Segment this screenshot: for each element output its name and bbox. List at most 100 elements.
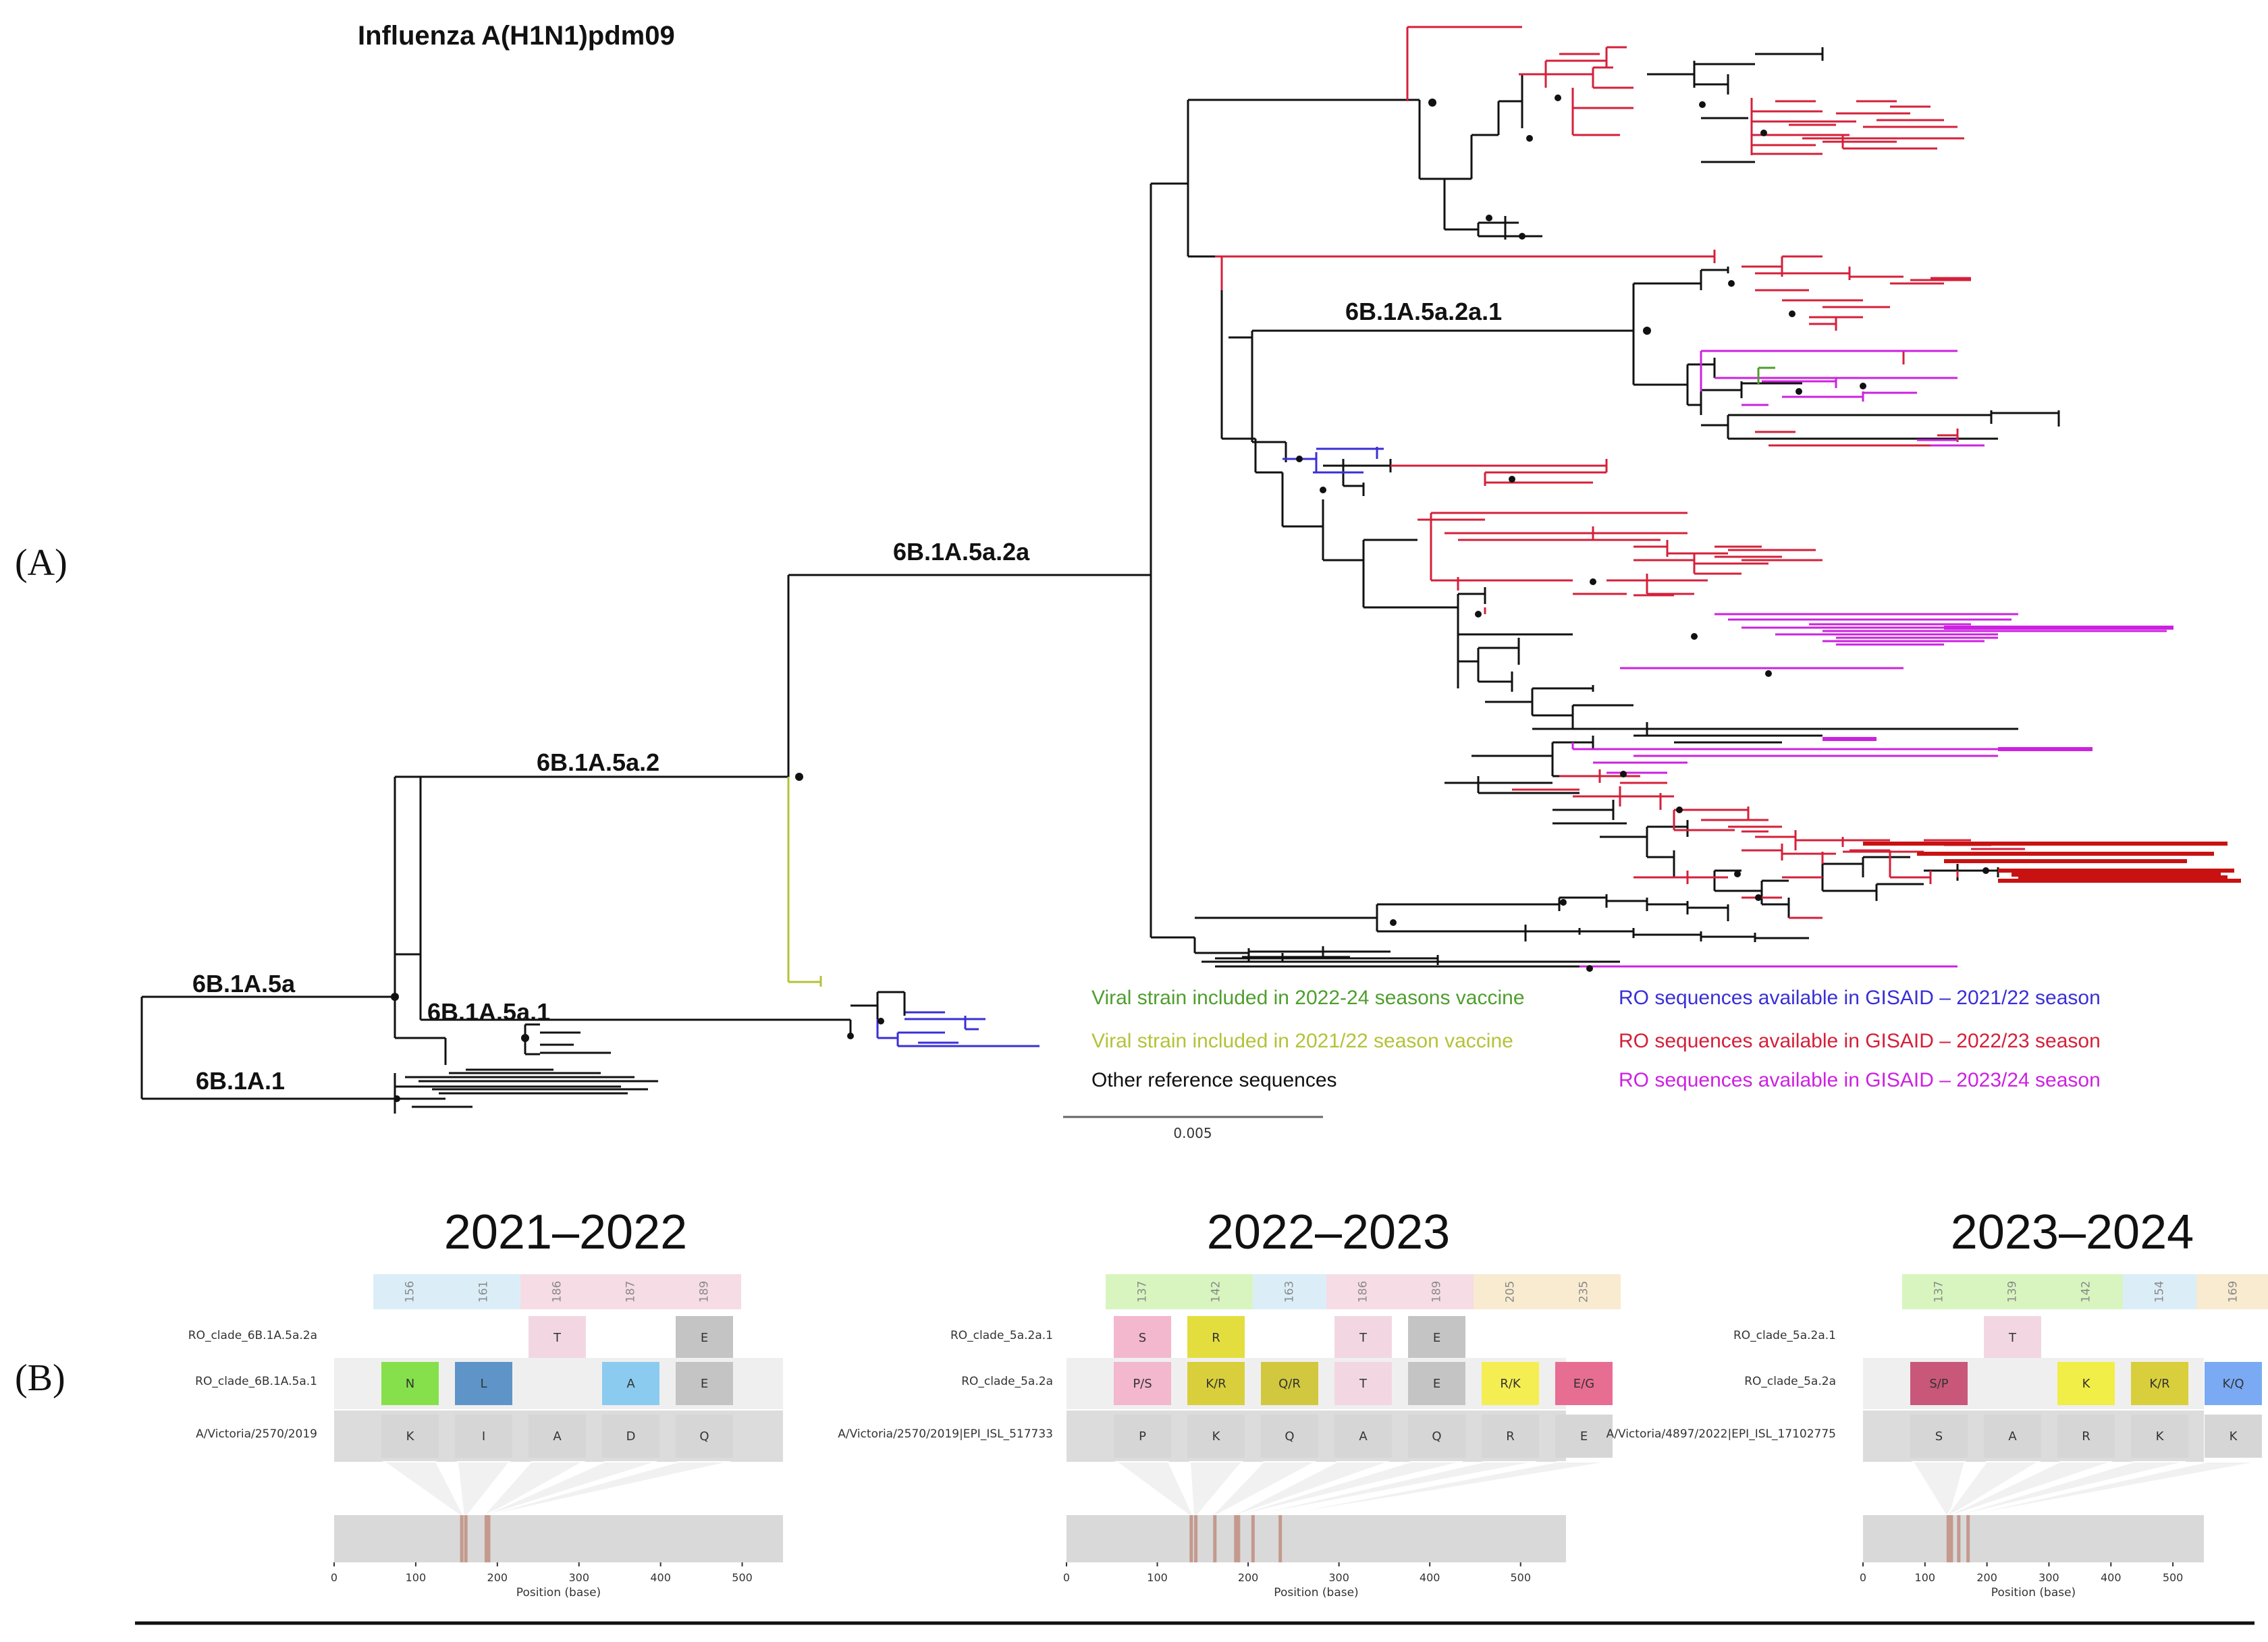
residue-cell bbox=[1408, 1362, 1465, 1405]
panel-title: 2022–2023 bbox=[1207, 1205, 1450, 1259]
residue-label: K/R bbox=[1206, 1377, 1226, 1391]
row-label: RO_clade_5a.2a.1 bbox=[1733, 1329, 1836, 1342]
residue-cell bbox=[676, 1316, 733, 1359]
axis-tick-label: 500 bbox=[1510, 1571, 1531, 1584]
axis-tick-label: 500 bbox=[732, 1571, 753, 1584]
residue-cell bbox=[2057, 1415, 2115, 1458]
position-header: 156 bbox=[404, 1281, 417, 1303]
legend-ro-2022-23: RO sequences available in GISAID – 2022/… bbox=[1619, 1030, 2101, 1052]
clade-label-6b1a5a2a: 6B.1A.5a.2a bbox=[893, 538, 1030, 566]
clade-label-6b1a5a: 6B.1A.5a bbox=[192, 970, 296, 997]
residue-cell bbox=[2205, 1415, 2262, 1458]
legend-vaccine-2021-22: Viral strain included in 2021/22 season … bbox=[1091, 1030, 1513, 1052]
panel-root: 2021–2022 156 161 186 187 189 RO_clade_6B.1A.5… bbox=[188, 1205, 2268, 1599]
residue-cell bbox=[455, 1415, 512, 1458]
row-label: A/Victoria/2570/2019|EPI_ISL_517733 bbox=[838, 1427, 1053, 1441]
residue-cell bbox=[1555, 1415, 1613, 1458]
residue-cell bbox=[1334, 1362, 1392, 1405]
axis-tick-label: 0 bbox=[331, 1571, 338, 1584]
axis-tick-label: 0 bbox=[1860, 1571, 1866, 1584]
site-connector bbox=[381, 1461, 465, 1516]
residue-label: K bbox=[2156, 1429, 2165, 1444]
residue-label: Q bbox=[1432, 1429, 1441, 1444]
axis-label: Position (base) bbox=[516, 1586, 601, 1599]
axis-tick-label: 100 bbox=[406, 1571, 427, 1584]
axis-tick-label: 500 bbox=[2163, 1571, 2184, 1584]
position-header-bg bbox=[1179, 1274, 1253, 1309]
position-header-bg bbox=[668, 1274, 741, 1309]
residue-label: K bbox=[1212, 1429, 1221, 1444]
site-mark bbox=[464, 1515, 468, 1562]
residue-label: S bbox=[1139, 1331, 1146, 1345]
position-header: 137 bbox=[1933, 1281, 1946, 1303]
genome-band bbox=[1863, 1515, 2204, 1562]
position-header-bg bbox=[1547, 1274, 1621, 1309]
residue-cell bbox=[381, 1415, 439, 1458]
residue-cell bbox=[1261, 1362, 1318, 1405]
site-mark bbox=[1947, 1515, 1951, 1562]
ro-2023-24-tips-thick bbox=[1823, 626, 2174, 751]
residue-cell bbox=[1482, 1415, 1539, 1458]
axis-tick-label: 300 bbox=[2039, 1571, 2059, 1584]
residue-label: K/R bbox=[2149, 1377, 2169, 1391]
residue-label: E bbox=[1433, 1331, 1440, 1345]
mutation-panels: (B) 2021–2022 156 161 186 187 189 RO_clade_6B.… bbox=[15, 1205, 2268, 1625]
residue-label: P bbox=[1139, 1429, 1146, 1444]
position-header: 169 bbox=[2227, 1281, 2240, 1303]
residue-label: K bbox=[406, 1429, 415, 1444]
panel-label-b: (B) bbox=[15, 1357, 65, 1399]
clade-label-6b1a5a2a1: 6B.1A.5a.2a.1 bbox=[1345, 298, 1502, 325]
vaccine-2021-22-branch bbox=[787, 777, 822, 987]
axis-tick-label: 400 bbox=[2101, 1571, 2122, 1584]
position-header: 186 bbox=[1357, 1281, 1370, 1303]
position-header-bg bbox=[373, 1274, 447, 1309]
residue-cell bbox=[676, 1415, 733, 1458]
residue-label: E bbox=[701, 1377, 708, 1391]
site-connector bbox=[1114, 1461, 1194, 1516]
row-label: RO_clade_6B.1A.5a.1 bbox=[195, 1375, 317, 1388]
vaccine-2022-24-branch bbox=[1757, 366, 1775, 385]
residue-cell bbox=[1334, 1415, 1392, 1458]
position-header-bg bbox=[1474, 1274, 1547, 1309]
ro-2022-23-branches bbox=[1215, 26, 2025, 919]
residue-label: E bbox=[1433, 1377, 1440, 1391]
residue-label: R bbox=[1212, 1331, 1220, 1345]
residue-label: S bbox=[1935, 1429, 1943, 1444]
legend-vaccine-2022-24: Viral strain included in 2022-24 seasons… bbox=[1091, 987, 1525, 1009]
position-header: 186 bbox=[551, 1281, 564, 1303]
residue-label: T bbox=[1359, 1331, 1368, 1345]
residue-label: A bbox=[553, 1429, 562, 1444]
residue-label: E bbox=[701, 1331, 708, 1345]
ro-2022-23-tips-thick bbox=[1863, 842, 2241, 883]
row-label: RO_clade_5a.2a.1 bbox=[950, 1329, 1053, 1342]
residue-label: A bbox=[626, 1377, 635, 1391]
position-header-bg bbox=[2049, 1274, 2123, 1309]
residue-cell bbox=[529, 1415, 586, 1458]
residue-label: E bbox=[1580, 1429, 1588, 1444]
residue-label: N bbox=[406, 1377, 414, 1391]
residue-cell bbox=[2205, 1362, 2262, 1405]
ro-2022-23-tips bbox=[1742, 830, 1932, 884]
position-header-bg bbox=[1326, 1274, 1400, 1309]
tree-backbone bbox=[140, 47, 2060, 1114]
axis-tick-label: 100 bbox=[1915, 1571, 1936, 1584]
residue-cell bbox=[1482, 1362, 1539, 1405]
site-mark bbox=[1189, 1515, 1193, 1562]
residue-label: S/P bbox=[1929, 1377, 1948, 1391]
residue-cell bbox=[1910, 1362, 1968, 1405]
residue-cell bbox=[676, 1362, 733, 1405]
phylogenetic-tree: Influenza A(H1N1)pdm09 (A) bbox=[15, 21, 2241, 1141]
residue-label: I bbox=[482, 1429, 485, 1444]
residue-cell bbox=[1114, 1415, 1171, 1458]
row-label: RO_clade_5a.2a bbox=[961, 1375, 1053, 1388]
position-header: 142 bbox=[2080, 1281, 2093, 1303]
position-header: 137 bbox=[1136, 1281, 1150, 1303]
position-header: 163 bbox=[1283, 1281, 1297, 1303]
scale-bar: 0.005 bbox=[1063, 1116, 1323, 1141]
position-header-bg bbox=[520, 1274, 594, 1309]
clade-label-6b1a5a1: 6B.1A.5a.1 bbox=[427, 998, 550, 1026]
residue-label: R bbox=[2082, 1429, 2090, 1444]
site-mark bbox=[487, 1515, 491, 1562]
residue-label: E/G bbox=[1573, 1377, 1594, 1391]
site-mark bbox=[1194, 1515, 1198, 1562]
